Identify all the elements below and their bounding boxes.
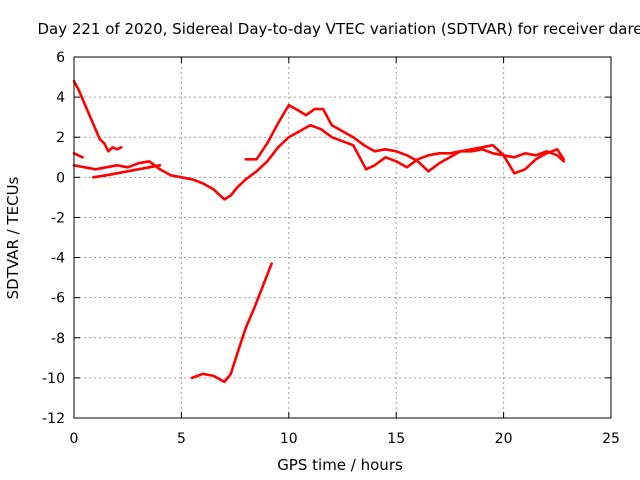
series-track-c bbox=[72, 123, 566, 201]
y-tick-label: 6 bbox=[56, 50, 65, 66]
y-tick-label: -4 bbox=[51, 251, 65, 267]
series-track-d bbox=[92, 164, 162, 179]
series-track-f bbox=[190, 262, 273, 384]
y-tick-label: -10 bbox=[42, 371, 65, 387]
x-tick-label: 20 bbox=[495, 431, 513, 447]
chart-title: Day 221 of 2020, Sidereal Day-to-day VTE… bbox=[37, 20, 640, 38]
y-tick-label: -2 bbox=[51, 210, 65, 226]
x-tick-label: 25 bbox=[602, 431, 620, 447]
y-tick-label: -8 bbox=[51, 331, 65, 347]
plot-frame bbox=[73, 56, 612, 419]
x-axis-title: GPS time / hours bbox=[277, 456, 403, 474]
y-tick-label: -6 bbox=[51, 291, 65, 307]
y-axis-title: SDTVAR / TECUs bbox=[4, 176, 22, 299]
y-tick-label: 4 bbox=[56, 90, 65, 106]
plot-area bbox=[72, 79, 566, 384]
series-track-a bbox=[72, 79, 123, 153]
series-track-e bbox=[244, 103, 566, 175]
x-tick-label: 15 bbox=[387, 431, 405, 447]
y-tick-label: 2 bbox=[56, 130, 65, 146]
grid-lines bbox=[74, 57, 611, 418]
x-tick-label: 10 bbox=[280, 431, 298, 447]
x-tick-label: 5 bbox=[177, 431, 186, 447]
x-tick-label: 0 bbox=[70, 431, 79, 447]
y-tick-label: 0 bbox=[56, 170, 65, 186]
axis-ticks: 0 5 10 15 20 25 -12 -10 -8 -6 -4 -2 0 2 4 6 bbox=[42, 50, 620, 447]
y-tick-label: -12 bbox=[42, 411, 65, 427]
series-track-b bbox=[72, 152, 84, 159]
